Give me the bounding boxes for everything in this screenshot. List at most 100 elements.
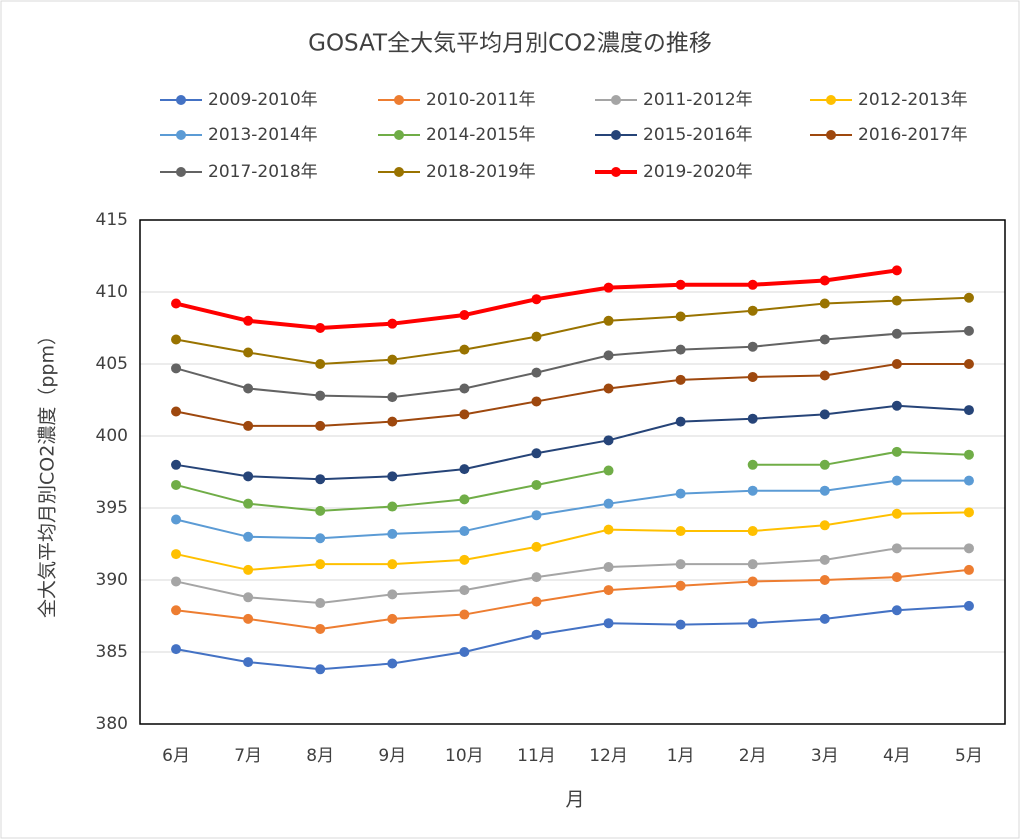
- data-point: [171, 605, 182, 616]
- data-point: [459, 647, 470, 657]
- x-tick-label: 10月: [445, 746, 484, 766]
- x-tick-label: 4月: [883, 746, 911, 766]
- data-point: [891, 446, 902, 457]
- data-point: [387, 613, 398, 624]
- data-point: [171, 334, 182, 345]
- data-point: [387, 658, 398, 669]
- data-point: [387, 354, 398, 365]
- data-point: [171, 406, 182, 417]
- series-line: [175, 604, 970, 671]
- x-tick-label: 5月: [955, 746, 983, 766]
- data-point: [675, 416, 686, 427]
- legend-label: 2010-2011年: [426, 90, 536, 110]
- data-point: [531, 596, 542, 607]
- legend-marker: [611, 130, 621, 140]
- data-point: [819, 298, 830, 309]
- data-point: [747, 459, 758, 470]
- data-point: [891, 475, 902, 486]
- data-point: [243, 564, 254, 575]
- data-point: [603, 618, 614, 629]
- data-point: [747, 305, 758, 316]
- y-tick-label: 405: [96, 354, 128, 374]
- data-point: [387, 559, 398, 570]
- data-point: [243, 613, 254, 624]
- x-tick-label: 1月: [667, 746, 695, 766]
- series-line: [175, 296, 969, 366]
- data-point: [963, 564, 974, 575]
- data-point: [891, 508, 902, 519]
- data-point: [963, 475, 974, 486]
- data-point: [459, 464, 470, 475]
- data-point: [675, 344, 686, 355]
- data-point: [603, 585, 614, 596]
- legend-marker: [826, 130, 836, 140]
- data-point: [675, 311, 686, 322]
- data-point: [747, 371, 758, 382]
- data-point: [531, 629, 542, 640]
- data-point: [459, 585, 470, 596]
- data-point: [675, 488, 686, 499]
- legend-label: 2011-2012年: [643, 90, 753, 110]
- legend-label: 2009-2010年: [208, 90, 318, 110]
- data-point: [963, 359, 974, 369]
- x-axis-label: 月: [565, 789, 584, 811]
- data-point: [747, 618, 758, 629]
- y-tick-label: 410: [96, 282, 128, 302]
- data-point: [243, 592, 254, 603]
- legend-marker: [611, 167, 621, 177]
- data-point: [171, 298, 182, 309]
- series-line: [175, 568, 970, 630]
- data-point: [819, 575, 830, 585]
- data-point: [819, 520, 830, 531]
- data-point: [243, 315, 254, 326]
- legend-marker: [394, 130, 404, 140]
- data-point: [603, 498, 614, 509]
- data-point: [603, 315, 614, 326]
- data-point: [387, 392, 398, 403]
- data-point: [675, 526, 686, 537]
- data-point: [603, 282, 614, 293]
- data-point: [963, 405, 974, 416]
- data-point: [387, 416, 398, 427]
- y-axis-label: 全大気平均月別CO2濃度（ppm）: [37, 326, 59, 618]
- data-point: [171, 363, 182, 374]
- data-point: [387, 471, 398, 482]
- x-tick-label: 11月: [517, 746, 556, 766]
- legend-marker: [176, 130, 186, 140]
- legend-label: 2012-2013年: [858, 90, 968, 110]
- data-point: [531, 396, 542, 407]
- series-line: [175, 511, 969, 571]
- data-point: [963, 507, 974, 518]
- data-point: [315, 559, 326, 570]
- data-point: [243, 498, 254, 509]
- data-point: [531, 331, 542, 342]
- data-point: [243, 471, 254, 482]
- data-point: [675, 580, 686, 591]
- data-point: [459, 494, 470, 505]
- data-point: [531, 479, 542, 490]
- legend-marker: [826, 95, 836, 105]
- data-point: [315, 505, 326, 516]
- y-tick-label: 395: [96, 498, 128, 518]
- data-point: [963, 600, 974, 611]
- data-point: [459, 409, 470, 420]
- data-point: [531, 510, 542, 521]
- data-point: [171, 479, 182, 490]
- data-point: [891, 572, 902, 583]
- data-point: [315, 598, 326, 609]
- y-tick-label: 415: [96, 210, 128, 230]
- data-point: [171, 576, 182, 587]
- data-point: [171, 459, 182, 470]
- data-point: [315, 474, 326, 485]
- data-point: [819, 275, 830, 286]
- x-tick-label: 9月: [378, 746, 406, 766]
- data-point: [387, 528, 398, 539]
- data-point: [603, 562, 614, 573]
- data-point: [675, 619, 686, 630]
- series-line: [175, 329, 969, 399]
- data-point: [531, 448, 542, 459]
- data-point: [819, 554, 830, 565]
- data-point: [459, 554, 470, 565]
